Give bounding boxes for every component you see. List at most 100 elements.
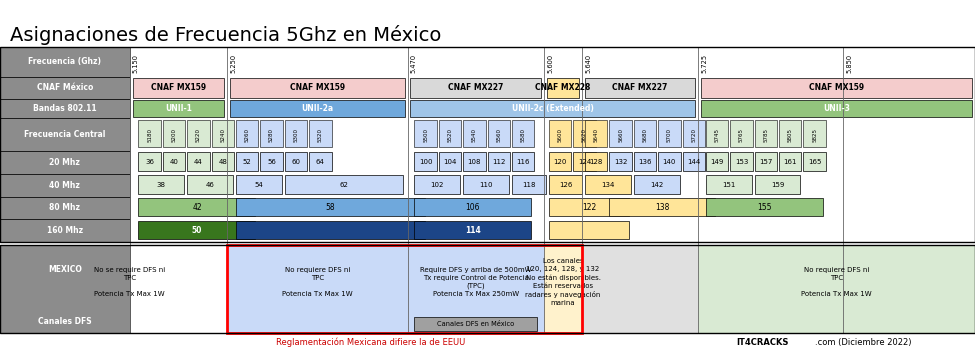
Text: 122: 122 bbox=[582, 203, 596, 212]
Bar bbox=[585, 175, 631, 194]
Text: CNAF MX159: CNAF MX159 bbox=[290, 84, 345, 92]
Bar bbox=[706, 152, 728, 171]
Text: Reglamentación Mexicana difiere la de EEUU: Reglamentación Mexicana difiere la de EE… bbox=[276, 337, 465, 347]
Text: 124: 124 bbox=[578, 159, 591, 165]
Text: 157: 157 bbox=[760, 159, 772, 165]
Text: 5825: 5825 bbox=[812, 128, 817, 142]
Text: 5.150: 5.150 bbox=[133, 54, 138, 73]
Text: CNAF MX159: CNAF MX159 bbox=[151, 84, 206, 92]
Bar bbox=[0, 197, 130, 219]
Text: 36: 36 bbox=[145, 159, 154, 165]
Text: 165: 165 bbox=[808, 159, 821, 165]
Text: 52: 52 bbox=[243, 159, 252, 165]
Text: 161: 161 bbox=[784, 159, 797, 165]
Bar bbox=[260, 120, 283, 147]
Text: Frecuencia (Ghz): Frecuencia (Ghz) bbox=[28, 58, 101, 66]
Bar bbox=[803, 152, 826, 171]
Text: 38: 38 bbox=[157, 182, 166, 188]
Bar bbox=[0, 174, 130, 197]
Bar bbox=[755, 175, 800, 194]
Text: 5745: 5745 bbox=[715, 128, 720, 142]
Bar bbox=[730, 152, 753, 171]
Bar bbox=[706, 198, 823, 216]
Bar bbox=[163, 152, 185, 171]
Text: Asignaciones de Frecuencia 5Ghz en México: Asignaciones de Frecuencia 5Ghz en Méxic… bbox=[10, 25, 441, 45]
Bar bbox=[0, 47, 130, 77]
Text: CNAF México: CNAF México bbox=[37, 84, 93, 92]
Text: 118: 118 bbox=[523, 182, 535, 188]
Text: 62: 62 bbox=[339, 182, 348, 188]
Text: UNII-1: UNII-1 bbox=[165, 104, 192, 113]
Bar bbox=[779, 152, 801, 171]
Bar bbox=[130, 47, 975, 77]
Text: 5720: 5720 bbox=[691, 128, 696, 142]
Bar bbox=[439, 120, 461, 147]
Text: 5520: 5520 bbox=[448, 128, 452, 142]
Text: 5.470: 5.470 bbox=[410, 54, 416, 73]
Bar bbox=[285, 120, 307, 147]
Text: 144: 144 bbox=[687, 159, 700, 165]
Text: 5200: 5200 bbox=[172, 128, 176, 142]
Text: 136: 136 bbox=[639, 159, 651, 165]
Text: 5680: 5680 bbox=[643, 128, 647, 142]
Text: IT4CRACKS: IT4CRACKS bbox=[736, 338, 789, 346]
Bar bbox=[285, 175, 403, 194]
Text: 5.640: 5.640 bbox=[585, 54, 591, 73]
Bar bbox=[187, 175, 233, 194]
Bar bbox=[701, 100, 972, 117]
Text: 149: 149 bbox=[711, 159, 723, 165]
Text: 5300: 5300 bbox=[293, 128, 298, 142]
Bar bbox=[547, 78, 579, 98]
Text: 153: 153 bbox=[735, 159, 748, 165]
Text: .com (Diciembre 2022): .com (Diciembre 2022) bbox=[815, 338, 912, 346]
Text: Canales DFS: Canales DFS bbox=[38, 317, 92, 326]
Bar bbox=[658, 152, 681, 171]
Bar bbox=[408, 245, 544, 333]
Text: 5500: 5500 bbox=[423, 128, 428, 142]
Text: 151: 151 bbox=[722, 182, 735, 188]
Bar bbox=[0, 219, 130, 242]
Bar bbox=[414, 221, 531, 239]
Text: 142: 142 bbox=[650, 182, 663, 188]
Bar bbox=[227, 245, 582, 333]
Text: 5700: 5700 bbox=[667, 128, 672, 142]
Bar bbox=[634, 175, 680, 194]
Text: 116: 116 bbox=[517, 159, 529, 165]
Bar bbox=[285, 152, 307, 171]
Text: 54: 54 bbox=[254, 182, 263, 188]
Text: 138: 138 bbox=[655, 203, 669, 212]
Bar bbox=[549, 175, 582, 194]
Text: UNII-2c (Extended): UNII-2c (Extended) bbox=[512, 104, 594, 113]
Bar bbox=[138, 152, 161, 171]
Bar bbox=[439, 152, 461, 171]
Text: 120: 120 bbox=[554, 159, 566, 165]
Bar bbox=[0, 77, 130, 99]
Text: 46: 46 bbox=[206, 182, 214, 188]
Bar bbox=[236, 221, 425, 239]
Bar bbox=[0, 118, 130, 151]
Text: Bandas 802.11: Bandas 802.11 bbox=[33, 104, 97, 113]
Bar bbox=[138, 221, 255, 239]
Bar bbox=[582, 245, 698, 333]
Bar bbox=[779, 120, 801, 147]
Text: 5660: 5660 bbox=[618, 128, 623, 142]
Text: 5.850: 5.850 bbox=[846, 54, 852, 73]
Bar bbox=[0, 151, 130, 174]
Bar bbox=[512, 175, 546, 194]
Bar bbox=[163, 120, 185, 147]
Text: 102: 102 bbox=[431, 182, 444, 188]
Text: Los canales
120, 124, 128, y 132
No están disponibles.
Están reservados
radares : Los canales 120, 124, 128, y 132 No está… bbox=[526, 258, 601, 306]
Text: UNII-3: UNII-3 bbox=[823, 104, 850, 113]
Text: 104: 104 bbox=[444, 159, 456, 165]
Text: 5.250: 5.250 bbox=[230, 54, 236, 73]
Text: 56: 56 bbox=[267, 159, 276, 165]
Text: 5.725: 5.725 bbox=[701, 54, 707, 73]
Text: 5540: 5540 bbox=[472, 128, 477, 142]
Bar bbox=[544, 245, 582, 333]
Bar bbox=[414, 120, 437, 147]
Bar bbox=[549, 198, 629, 216]
Text: 58: 58 bbox=[326, 203, 335, 212]
Bar bbox=[634, 120, 656, 147]
Text: No requiere DFS ni
TPC

Potencia Tx Max 1W: No requiere DFS ni TPC Potencia Tx Max 1… bbox=[801, 267, 872, 297]
Bar bbox=[230, 100, 405, 117]
